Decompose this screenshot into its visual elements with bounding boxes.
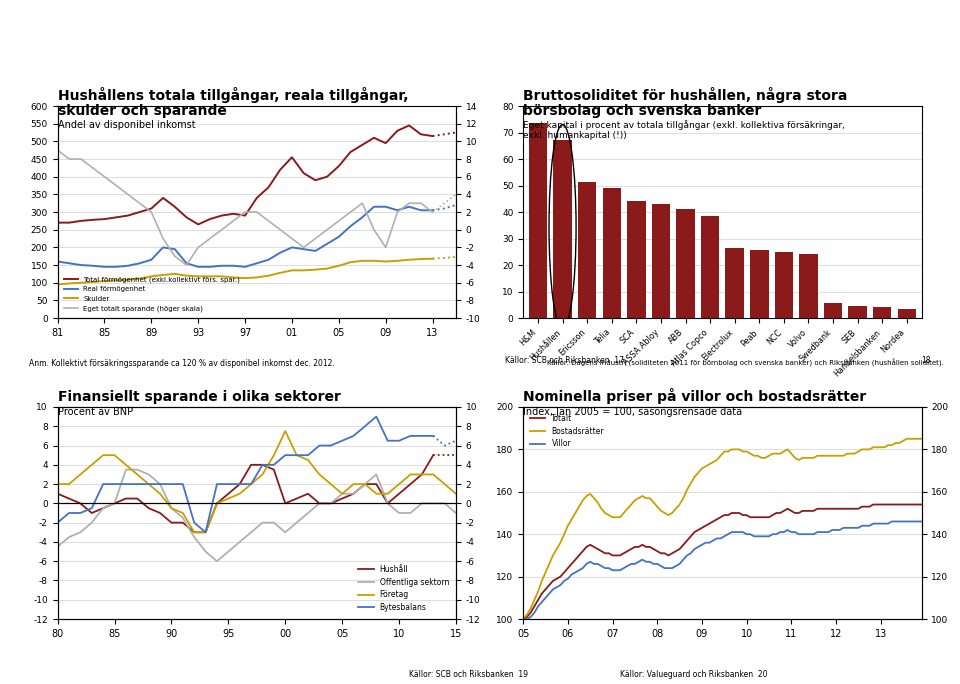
Bar <box>529 123 547 318</box>
Text: Finansiellt sparande i olika sektorer: Finansiellt sparande i olika sektorer <box>58 390 341 404</box>
Bar <box>726 248 744 318</box>
Text: exkl. humankapital (!)): exkl. humankapital (!)) <box>523 131 627 140</box>
Text: Eget kapital i procent av totala tillgångar (exkl. kollektiva försäkringar,: Eget kapital i procent av totala tillgån… <box>523 120 845 130</box>
Text: Nominella priser på villor och bostadsrätter: Nominella priser på villor och bostadsrä… <box>523 388 867 404</box>
Bar <box>824 304 842 318</box>
Bar <box>553 140 572 318</box>
Text: Källor: SCB och Riksbanken  17: Källor: SCB och Riksbanken 17 <box>505 356 624 365</box>
Text: Hushållens totala tillgångar, reala tillgångar,: Hushållens totala tillgångar, reala till… <box>58 87 408 103</box>
Text: Procent av BNP: Procent av BNP <box>58 407 132 417</box>
Text: Index, Jan 2005 = 100, säsongsrensade data: Index, Jan 2005 = 100, säsongsrensade da… <box>523 407 742 417</box>
Bar <box>800 254 818 318</box>
Text: börsbolag och svenska banker: börsbolag och svenska banker <box>523 104 761 118</box>
Legend: Total förmögenhet (exkl.kollektivt förs. spar.), Real förmögenhet, Skulder, Eget: Total förmögenhet (exkl.kollektivt förs.… <box>61 274 243 315</box>
Bar <box>652 204 670 318</box>
Bar <box>676 209 695 318</box>
Bar <box>873 308 892 318</box>
Bar <box>849 306 867 318</box>
Text: Källor: Valueguard och Riksbanken  20: Källor: Valueguard och Riksbanken 20 <box>620 670 768 679</box>
Text: Andel av disponibel inkomst: Andel av disponibel inkomst <box>58 120 195 130</box>
Bar <box>627 201 645 318</box>
Bar <box>701 216 719 318</box>
Text: Källor: SCB och Riksbanken  19: Källor: SCB och Riksbanken 19 <box>409 670 528 679</box>
Legend: Totalt, Bostadsrätter, Villor: Totalt, Bostadsrätter, Villor <box>527 411 607 451</box>
Text: Bruttosoliditet för hushållen, några stora: Bruttosoliditet för hushållen, några sto… <box>523 87 848 103</box>
Text: 18: 18 <box>922 356 931 365</box>
Bar <box>898 308 916 318</box>
Bar <box>775 252 793 318</box>
Bar <box>578 181 596 318</box>
Text: Anm. Kollektivt försäkringssparande ca 120 % av disponibel inkomst dec. 2012.: Anm. Kollektivt försäkringssparande ca 1… <box>29 359 334 368</box>
Bar <box>603 188 621 318</box>
Text: skulder och sparande: skulder och sparande <box>58 104 227 118</box>
Bar <box>750 250 769 318</box>
Legend: Hushåll, Offentliga sektorn, Företag, Bytesbalans: Hushåll, Offentliga sektorn, Företag, By… <box>355 562 452 615</box>
Text: Källor: Dagens Industri (soliditeten 2011 för börnbolag och svenska banker) och : Källor: Dagens Industri (soliditeten 201… <box>547 359 944 367</box>
